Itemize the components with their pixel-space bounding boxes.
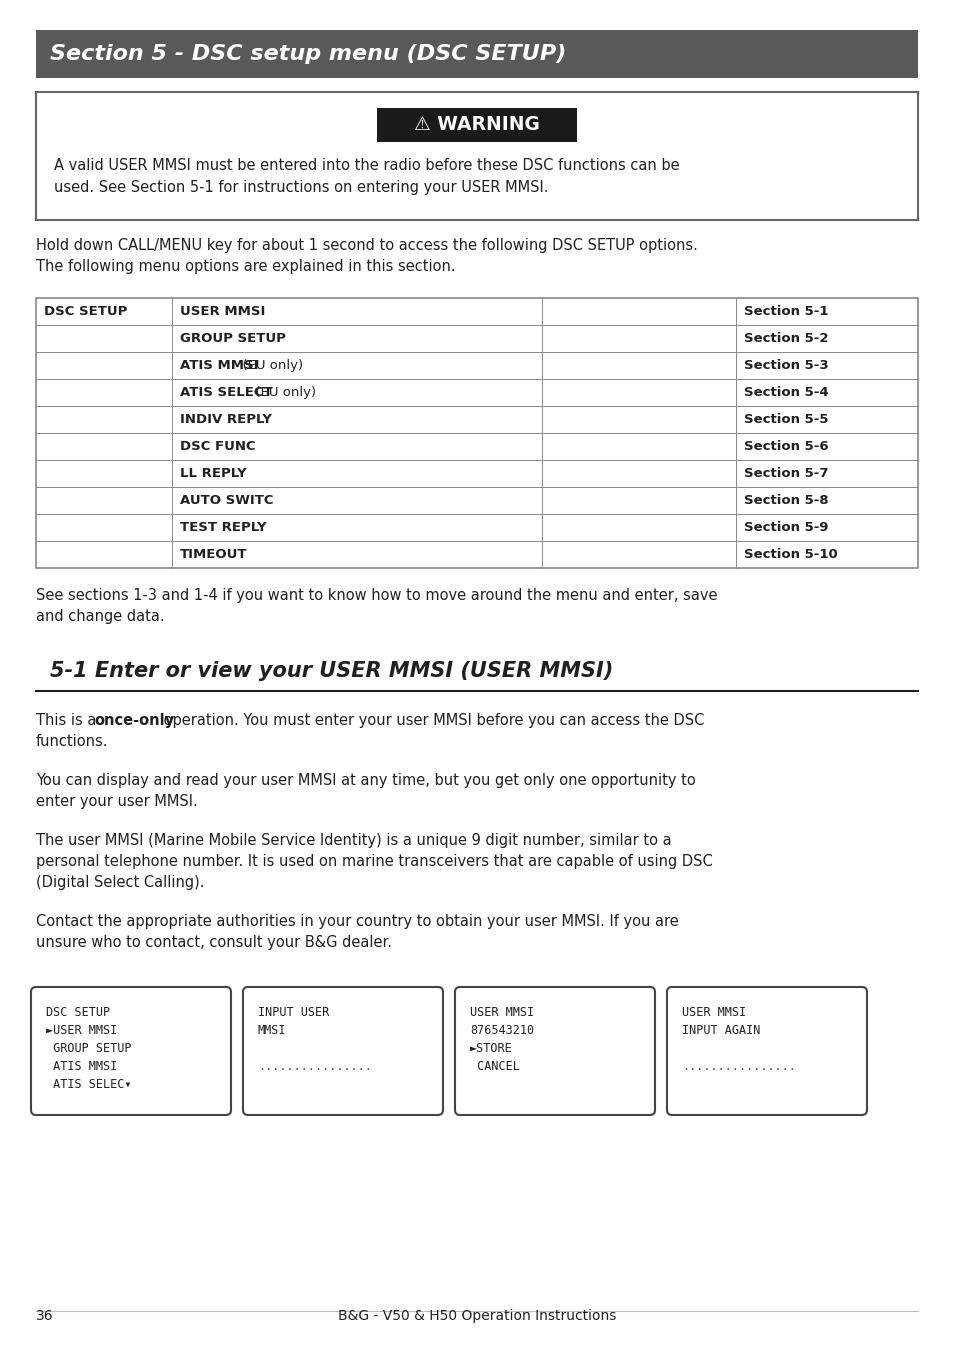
Text: 36: 36	[36, 1309, 53, 1323]
Bar	[36, 92, 917, 220]
Text: CANCEL: CANCEL	[470, 1060, 519, 1074]
FancyBboxPatch shape	[666, 987, 866, 1115]
Text: TEST REPLY: TEST REPLY	[180, 521, 266, 533]
Text: The following menu options are explained in this section.: The following menu options are explained…	[36, 259, 456, 273]
Text: Contact the appropriate authorities in your country to obtain your user MMSI. If: Contact the appropriate authorities in y…	[36, 915, 678, 929]
Text: ATIS SELEC▾: ATIS SELEC▾	[46, 1078, 132, 1091]
Text: USER MMSI: USER MMSI	[470, 1006, 534, 1018]
Text: AUTO SWITC: AUTO SWITC	[180, 494, 274, 506]
Text: B&G - V50 & H50 Operation Instructions: B&G - V50 & H50 Operation Instructions	[337, 1309, 616, 1323]
Text: GROUP SETUP: GROUP SETUP	[46, 1043, 132, 1055]
Text: 876543210: 876543210	[470, 1024, 534, 1037]
Text: MMSI: MMSI	[257, 1024, 286, 1037]
Text: Section 5-5: Section 5-5	[743, 414, 827, 426]
Text: ►USER MMSI: ►USER MMSI	[46, 1024, 117, 1037]
Text: Section 5-10: Section 5-10	[743, 548, 837, 560]
Text: ATIS SELECT: ATIS SELECT	[180, 387, 273, 399]
Text: DSC SETUP: DSC SETUP	[44, 304, 128, 318]
Text: This is a: This is a	[36, 713, 101, 727]
FancyBboxPatch shape	[455, 987, 655, 1115]
Text: ................: ................	[257, 1060, 372, 1074]
Text: ►STORE: ►STORE	[470, 1043, 512, 1055]
Text: Section 5-1: Section 5-1	[743, 304, 827, 318]
Text: TIMEOUT: TIMEOUT	[180, 548, 247, 560]
Text: operation. You must enter your user MMSI before you can access the DSC: operation. You must enter your user MMSI…	[159, 713, 704, 727]
Text: functions.: functions.	[36, 734, 109, 749]
Text: GROUP SETUP: GROUP SETUP	[180, 331, 286, 345]
Bar	[376, 108, 577, 141]
Text: Section 5-3: Section 5-3	[743, 360, 828, 372]
Text: unsure who to contact, consult your B&G dealer.: unsure who to contact, consult your B&G …	[36, 935, 392, 950]
Text: and change data.: and change data.	[36, 609, 165, 624]
Text: Hold down CALL/MENU key for about 1 second to access the following DSC SETUP opt: Hold down CALL/MENU key for about 1 seco…	[36, 238, 698, 253]
Text: Section 5-9: Section 5-9	[743, 521, 827, 533]
Bar	[36, 298, 917, 568]
Text: once-only: once-only	[94, 713, 174, 727]
Text: A valid USER MMSI must be entered into the radio before these DSC functions can : A valid USER MMSI must be entered into t…	[54, 158, 679, 172]
Text: INDIV REPLY: INDIV REPLY	[180, 414, 272, 426]
Text: (EU only): (EU only)	[246, 387, 315, 399]
Text: enter your user MMSI.: enter your user MMSI.	[36, 793, 197, 810]
Bar	[36, 30, 917, 78]
Text: Section 5-2: Section 5-2	[743, 331, 827, 345]
Text: DSC SETUP: DSC SETUP	[46, 1006, 110, 1018]
Text: Section 5 - DSC setup menu (DSC SETUP): Section 5 - DSC setup menu (DSC SETUP)	[50, 44, 566, 65]
Text: 5-1 Enter or view your USER MMSI (USER MMSI): 5-1 Enter or view your USER MMSI (USER M…	[50, 661, 613, 682]
Text: Section 5-6: Section 5-6	[743, 440, 828, 453]
Text: (Digital Select Calling).: (Digital Select Calling).	[36, 876, 204, 890]
Text: DSC FUNC: DSC FUNC	[180, 440, 255, 453]
Text: USER MMSI: USER MMSI	[681, 1006, 745, 1018]
Text: See sections 1-3 and 1-4 if you want to know how to move around the menu and ent: See sections 1-3 and 1-4 if you want to …	[36, 589, 717, 603]
Text: You can display and read your user MMSI at any time, but you get only one opport: You can display and read your user MMSI …	[36, 773, 695, 788]
Text: USER MMSI: USER MMSI	[180, 304, 265, 318]
FancyBboxPatch shape	[243, 987, 442, 1115]
FancyBboxPatch shape	[30, 987, 231, 1115]
Text: LL REPLY: LL REPLY	[180, 467, 247, 480]
Text: ATIS MMSI: ATIS MMSI	[46, 1060, 117, 1074]
Text: The user MMSI (Marine Mobile Service Identity) is a unique 9 digit number, simil: The user MMSI (Marine Mobile Service Ide…	[36, 832, 671, 849]
Text: Section 5-8: Section 5-8	[743, 494, 828, 506]
Text: ⚠ WARNING: ⚠ WARNING	[414, 116, 539, 135]
Text: personal telephone number. It is used on marine transceivers that are capable of: personal telephone number. It is used on…	[36, 854, 712, 869]
Text: Section 5-7: Section 5-7	[743, 467, 827, 480]
Text: INPUT USER: INPUT USER	[257, 1006, 329, 1018]
Text: INPUT AGAIN: INPUT AGAIN	[681, 1024, 760, 1037]
Text: ................: ................	[681, 1060, 795, 1074]
Text: used. See Section 5-1 for instructions on entering your USER MMSI.: used. See Section 5-1 for instructions o…	[54, 180, 548, 195]
Text: (EU only): (EU only)	[234, 360, 303, 372]
Text: ATIS MMSI: ATIS MMSI	[180, 360, 258, 372]
Text: Section 5-4: Section 5-4	[743, 387, 828, 399]
